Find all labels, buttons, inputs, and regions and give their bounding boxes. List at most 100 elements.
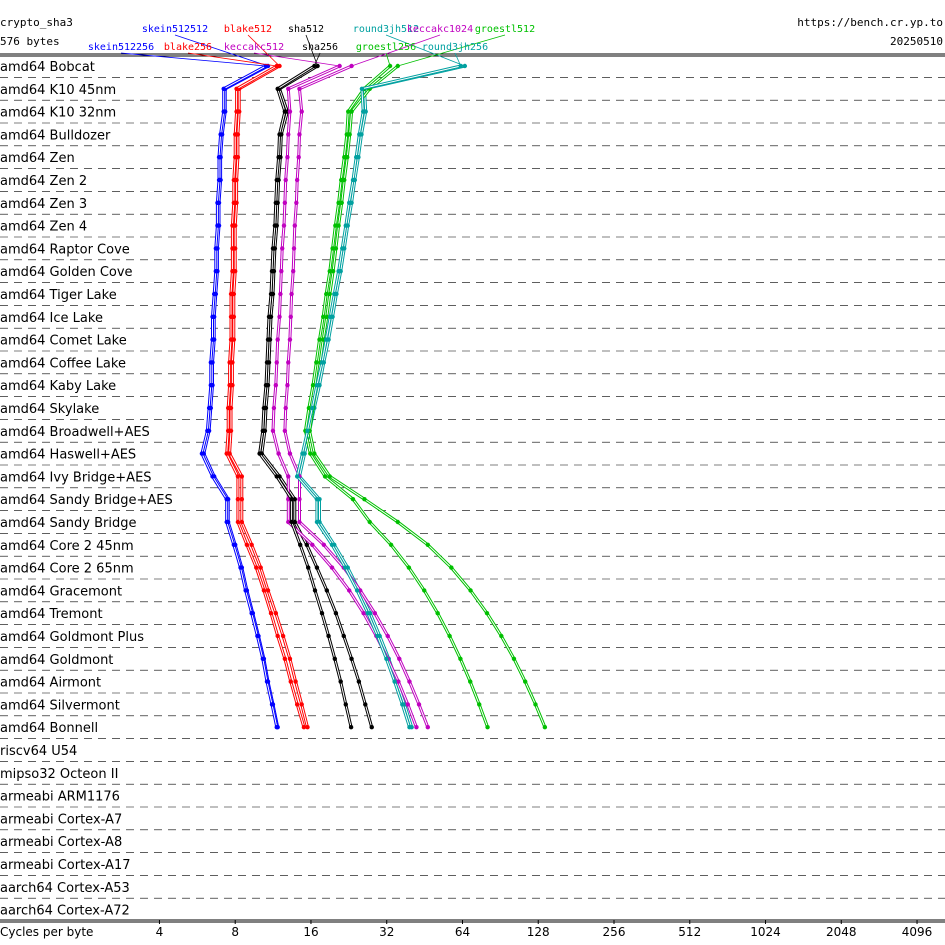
data-point — [280, 246, 285, 251]
data-point — [363, 702, 368, 707]
series-line-core — [272, 65, 417, 728]
legend-leader — [385, 52, 391, 67]
data-point — [485, 725, 490, 730]
data-point — [273, 611, 279, 616]
data-point — [285, 155, 290, 160]
data-point — [511, 656, 517, 661]
legend-leader — [174, 34, 269, 67]
legend-leader — [454, 52, 462, 67]
data-point — [288, 314, 293, 319]
data-point — [287, 337, 293, 342]
data-point — [280, 633, 286, 639]
series: round3jh256 — [294, 42, 488, 730]
category-label: amd64 K10 32nm — [0, 106, 116, 121]
category-label: amd64 Zen — [0, 151, 75, 166]
data-point — [275, 86, 280, 92]
data-point — [353, 155, 359, 160]
data-point — [276, 451, 281, 456]
data-point — [336, 223, 341, 228]
data-point — [289, 497, 294, 502]
data-point — [225, 428, 231, 433]
x-tick-label: 4096 — [902, 925, 933, 939]
data-point — [336, 269, 341, 274]
data-point — [228, 291, 234, 297]
data-point — [224, 519, 229, 525]
category-label: amd64 Bonnell — [0, 721, 98, 736]
data-point — [287, 109, 293, 114]
category-label: amd64 Airmont — [0, 676, 101, 691]
data-point — [375, 633, 380, 639]
data-point — [297, 497, 302, 502]
category-label: amd64 Golden Cove — [0, 265, 133, 280]
data-point — [205, 428, 210, 433]
legend-leader — [351, 34, 441, 67]
data-point — [349, 656, 354, 661]
data-point — [297, 132, 302, 137]
data-point — [422, 588, 427, 593]
category-label: armeabi Cortex-A17 — [0, 858, 130, 873]
legend-label: sha512 — [288, 24, 324, 35]
data-point — [329, 542, 335, 547]
data-point — [230, 269, 235, 274]
data-point — [282, 428, 288, 433]
data-point — [239, 519, 245, 525]
data-point — [542, 725, 548, 730]
data-point — [299, 702, 304, 707]
x-tick-label: 8 — [231, 925, 239, 939]
x-tick-label: 1024 — [750, 925, 781, 939]
data-point — [435, 611, 440, 616]
series: skein512256 — [88, 42, 279, 730]
data-point — [282, 656, 288, 661]
data-point — [294, 200, 299, 205]
data-point — [268, 611, 274, 616]
data-point — [384, 656, 389, 661]
category-label: amd64 Raptor Cove — [0, 242, 130, 257]
data-point — [346, 109, 351, 114]
category-label: armeabi Cortex-A8 — [0, 835, 122, 850]
data-point — [297, 519, 302, 525]
data-point — [362, 497, 367, 502]
data-point — [458, 656, 463, 661]
data-point — [243, 588, 248, 593]
data-point — [333, 611, 339, 616]
data-point — [406, 565, 412, 570]
data-point — [263, 383, 269, 388]
x-tick-label: 256 — [603, 925, 626, 939]
data-point — [324, 588, 330, 593]
data-point — [266, 314, 272, 319]
data-point — [425, 725, 431, 730]
data-point — [365, 611, 370, 616]
data-point — [291, 246, 297, 251]
data-point — [305, 725, 310, 730]
data-point — [224, 497, 229, 502]
data-point — [397, 656, 402, 661]
series-line-core — [284, 65, 429, 728]
data-point — [230, 223, 235, 228]
series-line-core — [304, 65, 489, 728]
data-point — [270, 428, 276, 433]
data-point — [227, 383, 232, 388]
data-point — [407, 725, 412, 730]
x-tick-label: 16 — [303, 925, 318, 939]
data-point — [292, 497, 298, 502]
data-point — [317, 337, 322, 342]
data-point — [211, 291, 217, 297]
data-point — [297, 86, 302, 92]
data-point — [477, 702, 482, 707]
data-point — [449, 565, 454, 570]
series-line-core — [296, 65, 461, 728]
data-point — [294, 177, 300, 183]
x-tick-label: 128 — [527, 925, 550, 939]
data-point — [385, 633, 390, 639]
data-point — [332, 656, 338, 661]
legend-label: keccakc512 — [224, 42, 284, 53]
category-label: amd64 K10 45nm — [0, 83, 116, 98]
data-point — [228, 314, 234, 319]
data-point — [298, 542, 303, 547]
data-point — [287, 656, 293, 661]
data-point — [294, 474, 300, 479]
category-label: riscv64 U54 — [0, 744, 77, 759]
series: sha256 — [257, 42, 354, 730]
legend-leader — [253, 52, 340, 67]
data-point — [225, 405, 231, 411]
